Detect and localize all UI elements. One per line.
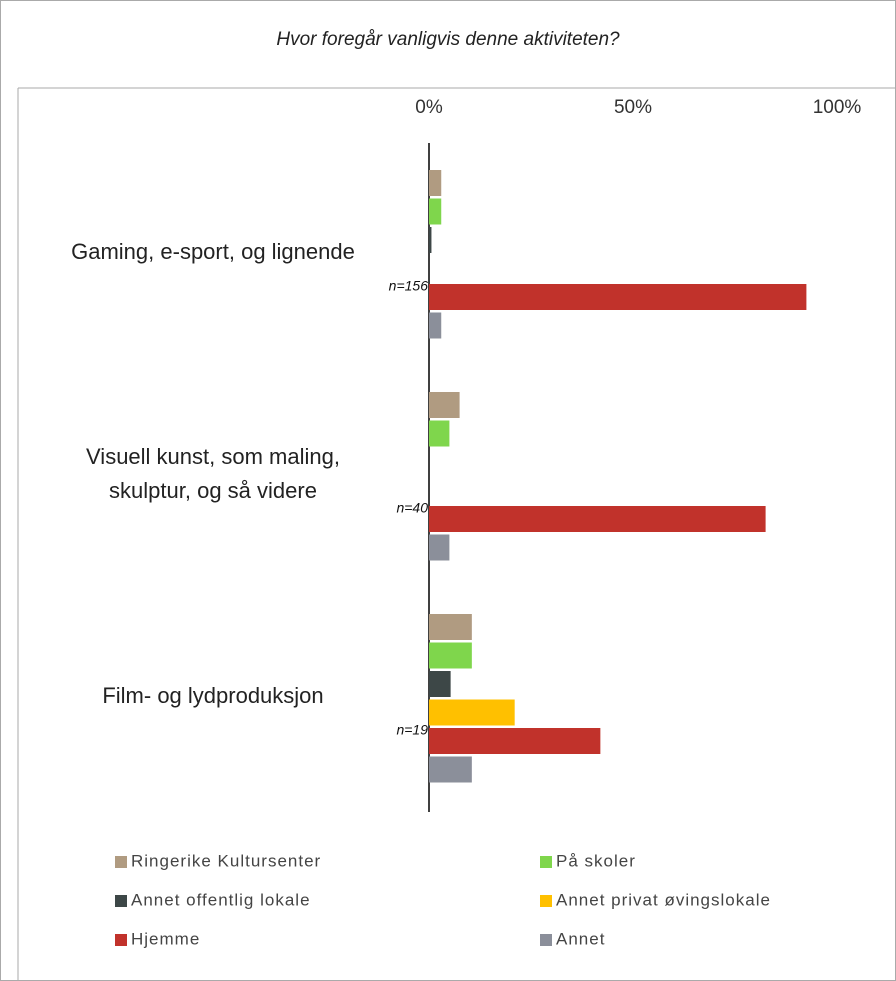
x-tick-label: 0% — [415, 97, 443, 118]
bar — [429, 227, 432, 253]
bar — [429, 534, 450, 561]
y-tick-label: Gaming, e-sport, og lignende — [71, 239, 355, 264]
legend-label: Annet offentlig lokale — [131, 890, 311, 909]
y-tick-label: Visuell kunst, som maling, skulptur, og … — [86, 444, 340, 503]
x-tick-label: 50% — [614, 97, 652, 118]
legend-label: Hjemme — [131, 929, 200, 948]
legend-swatch — [115, 934, 127, 946]
bar — [429, 671, 451, 697]
bar — [429, 284, 807, 310]
chart-title: Hvor foregår vanligvis denne aktiviteten… — [276, 29, 620, 50]
annotation: n=40 — [396, 500, 428, 516]
bar — [429, 420, 450, 447]
legend-label: Annet privat øvingslokale — [556, 890, 771, 909]
annotation: n=19 — [396, 722, 428, 738]
legend-label: Ringerike Kultursenter — [131, 851, 321, 870]
bar — [429, 756, 472, 783]
legend-swatch — [540, 934, 552, 946]
bar — [429, 506, 766, 532]
bar — [429, 392, 460, 418]
annotation: n=156 — [389, 278, 429, 294]
bar — [429, 699, 515, 726]
legend-swatch — [115, 856, 127, 868]
legend-swatch — [540, 895, 552, 907]
legend-label: Annet — [556, 929, 605, 948]
bar — [429, 312, 442, 339]
bar — [429, 642, 472, 669]
y-tick-label: Film- og lydproduksjon — [102, 683, 324, 708]
bar — [429, 614, 472, 640]
legend-label: På skoler — [556, 851, 636, 870]
x-tick-label: 100% — [813, 97, 862, 118]
bar — [429, 728, 601, 754]
legend-swatch — [540, 856, 552, 868]
bar — [429, 198, 442, 225]
legend-swatch — [115, 895, 127, 907]
bar — [429, 170, 442, 196]
